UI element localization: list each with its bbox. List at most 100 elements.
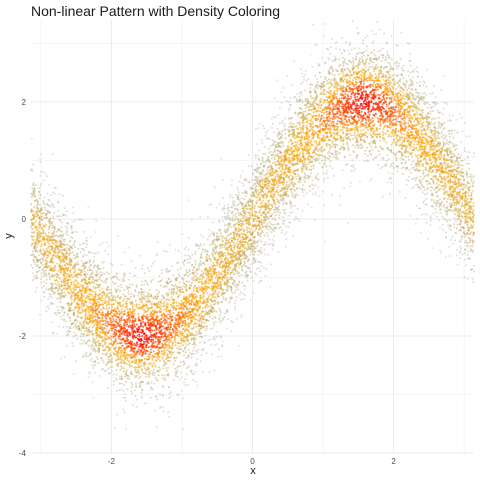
scatter-point <box>51 233 54 235</box>
scatter-point <box>407 155 410 158</box>
scatter-point <box>151 388 154 391</box>
scatter-point <box>114 377 117 380</box>
scatter-point <box>419 80 422 83</box>
scatter-point <box>51 283 54 285</box>
scatter-point <box>68 310 70 312</box>
scatter-point <box>411 97 414 100</box>
scatter-point <box>188 273 191 276</box>
scatter-point <box>81 342 84 345</box>
scatter-point <box>167 374 170 377</box>
scatter-point <box>226 228 229 231</box>
scatter-point <box>446 153 449 156</box>
scatter-point <box>194 263 197 265</box>
scatter-point <box>410 155 413 158</box>
scatter-point <box>93 360 96 363</box>
scatter-point <box>88 371 91 374</box>
scatter-point <box>45 262 48 265</box>
scatter-point <box>376 58 379 61</box>
scatter-point <box>289 133 292 136</box>
scatter-point <box>284 128 287 130</box>
scatter-point <box>334 149 337 152</box>
scatter-point <box>58 301 61 303</box>
scatter-point <box>51 153 54 156</box>
scatter-point <box>399 157 402 160</box>
scatter-point <box>243 209 246 212</box>
scatter-point <box>421 111 424 114</box>
scatter-point <box>93 371 96 374</box>
scatter-point <box>222 296 225 299</box>
scatter-point <box>435 117 438 120</box>
scatter-point <box>66 243 69 246</box>
scatter-point <box>181 428 184 431</box>
scatter-point <box>194 344 197 347</box>
scatter-point <box>198 265 200 268</box>
scatter-point <box>190 264 193 267</box>
scatter-point <box>78 328 81 331</box>
scatter-point <box>243 216 246 219</box>
scatter-point <box>417 186 420 188</box>
scatter-point <box>421 92 424 95</box>
scatter-point <box>252 184 255 187</box>
scatter-point <box>233 224 235 227</box>
scatter-point <box>139 254 142 257</box>
scatter-point <box>167 386 170 388</box>
scatter-point <box>131 392 134 395</box>
scatter-point <box>283 96 286 99</box>
scatter-point <box>401 147 404 150</box>
scatter-point <box>91 349 94 352</box>
scatter-point <box>417 157 420 160</box>
scatter-point <box>397 65 400 67</box>
scatter-point <box>423 175 426 178</box>
scatter-point <box>80 338 83 341</box>
scatter-point <box>455 131 458 134</box>
scatter-point <box>85 333 88 336</box>
scatter-point <box>65 320 67 323</box>
scatter-point <box>453 144 456 147</box>
scatter-point <box>414 169 417 172</box>
scatter-point <box>418 178 421 181</box>
scatter-point <box>133 374 136 377</box>
scatter-point <box>81 265 83 268</box>
scatter-point <box>362 139 365 142</box>
scatter-point <box>466 176 469 178</box>
scatter-point <box>465 241 468 244</box>
scatter-point <box>279 135 282 138</box>
scatter-point <box>323 177 326 180</box>
scatter-point <box>85 262 88 265</box>
scatter-point <box>190 282 193 284</box>
scatter-point <box>470 194 473 197</box>
scatter-point <box>289 204 292 207</box>
scatter-point <box>282 202 285 205</box>
scatter-point <box>295 125 298 128</box>
scatter-point <box>443 101 445 104</box>
scatter-point <box>405 95 408 98</box>
scatter-point <box>372 61 375 64</box>
scatter-point <box>364 149 367 152</box>
scatter-point <box>107 288 110 291</box>
scatter-point <box>350 164 353 167</box>
scatter-point <box>418 163 421 166</box>
scatter-point <box>453 145 456 148</box>
scatter-point <box>216 239 219 242</box>
scatter-point <box>238 191 241 194</box>
scatter-point <box>166 374 169 377</box>
scatter-point <box>396 167 399 169</box>
scatter-point <box>33 278 36 281</box>
scatter-point <box>229 223 232 226</box>
scatter-point <box>244 210 247 213</box>
scatter-point <box>245 205 248 208</box>
scatter-point <box>186 367 189 370</box>
scatter-point <box>268 215 271 218</box>
scatter-point <box>423 92 426 95</box>
scatter-point <box>202 349 205 352</box>
scatter-point <box>383 32 386 35</box>
scatter-point <box>144 279 146 282</box>
scatter-point <box>92 364 95 367</box>
scatter-point <box>55 283 58 286</box>
scatter-point <box>253 169 256 171</box>
scatter-point <box>267 175 270 178</box>
scatter-point <box>39 313 41 316</box>
scatter-point <box>431 101 434 104</box>
scatter-point <box>441 228 444 231</box>
scatter-point <box>260 247 262 249</box>
